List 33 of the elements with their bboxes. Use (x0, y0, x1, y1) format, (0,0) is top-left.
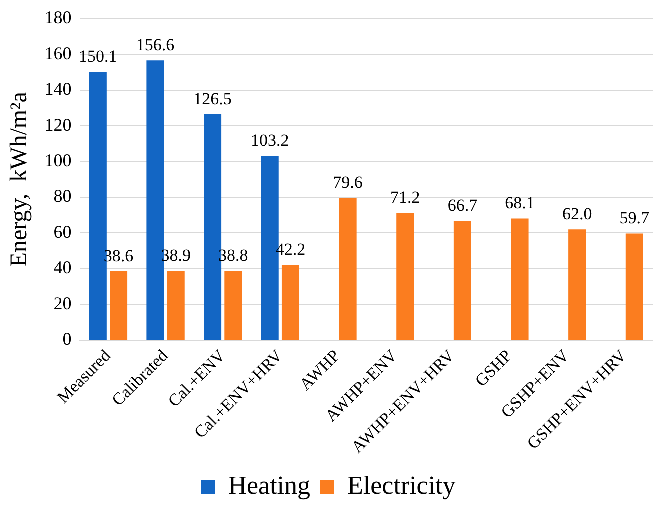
y-tick-label: 40 (54, 258, 72, 278)
data-label: 156.6 (136, 36, 175, 55)
bar (626, 234, 644, 340)
legend-label: Heating (228, 470, 311, 500)
y-tick-label: 120 (44, 114, 72, 135)
y-tick-label: 160 (44, 43, 72, 64)
y-tick-label: 60 (54, 222, 72, 242)
y-tick-label: 140 (44, 79, 72, 100)
bar (454, 221, 472, 340)
bar (282, 265, 300, 340)
y-tick-label: 100 (44, 150, 72, 170)
bar (568, 230, 586, 340)
data-label: 71.2 (390, 188, 420, 208)
bar (396, 213, 414, 340)
y-tick-label: 180 (44, 8, 72, 28)
bar (110, 271, 128, 340)
data-label: 59.7 (620, 208, 650, 228)
legend-label: Electricity (348, 470, 456, 500)
data-label: 62.0 (562, 204, 592, 224)
y-tick-label: 20 (54, 293, 72, 314)
y-tick-label: 0 (62, 329, 72, 350)
bar (224, 271, 242, 340)
data-label: 150.1 (79, 47, 118, 66)
data-label: 126.5 (194, 89, 232, 108)
bar (339, 198, 357, 340)
bar (167, 270, 185, 340)
data-label: 103.2 (250, 131, 290, 150)
bar (511, 218, 529, 340)
data-label: 66.7 (448, 196, 478, 216)
data-label: 79.6 (333, 173, 363, 192)
data-label: 68.1 (505, 194, 535, 213)
y-axis-title: Energy, kWh/m²a (6, 92, 33, 268)
y-tick-label: 80 (54, 186, 72, 206)
